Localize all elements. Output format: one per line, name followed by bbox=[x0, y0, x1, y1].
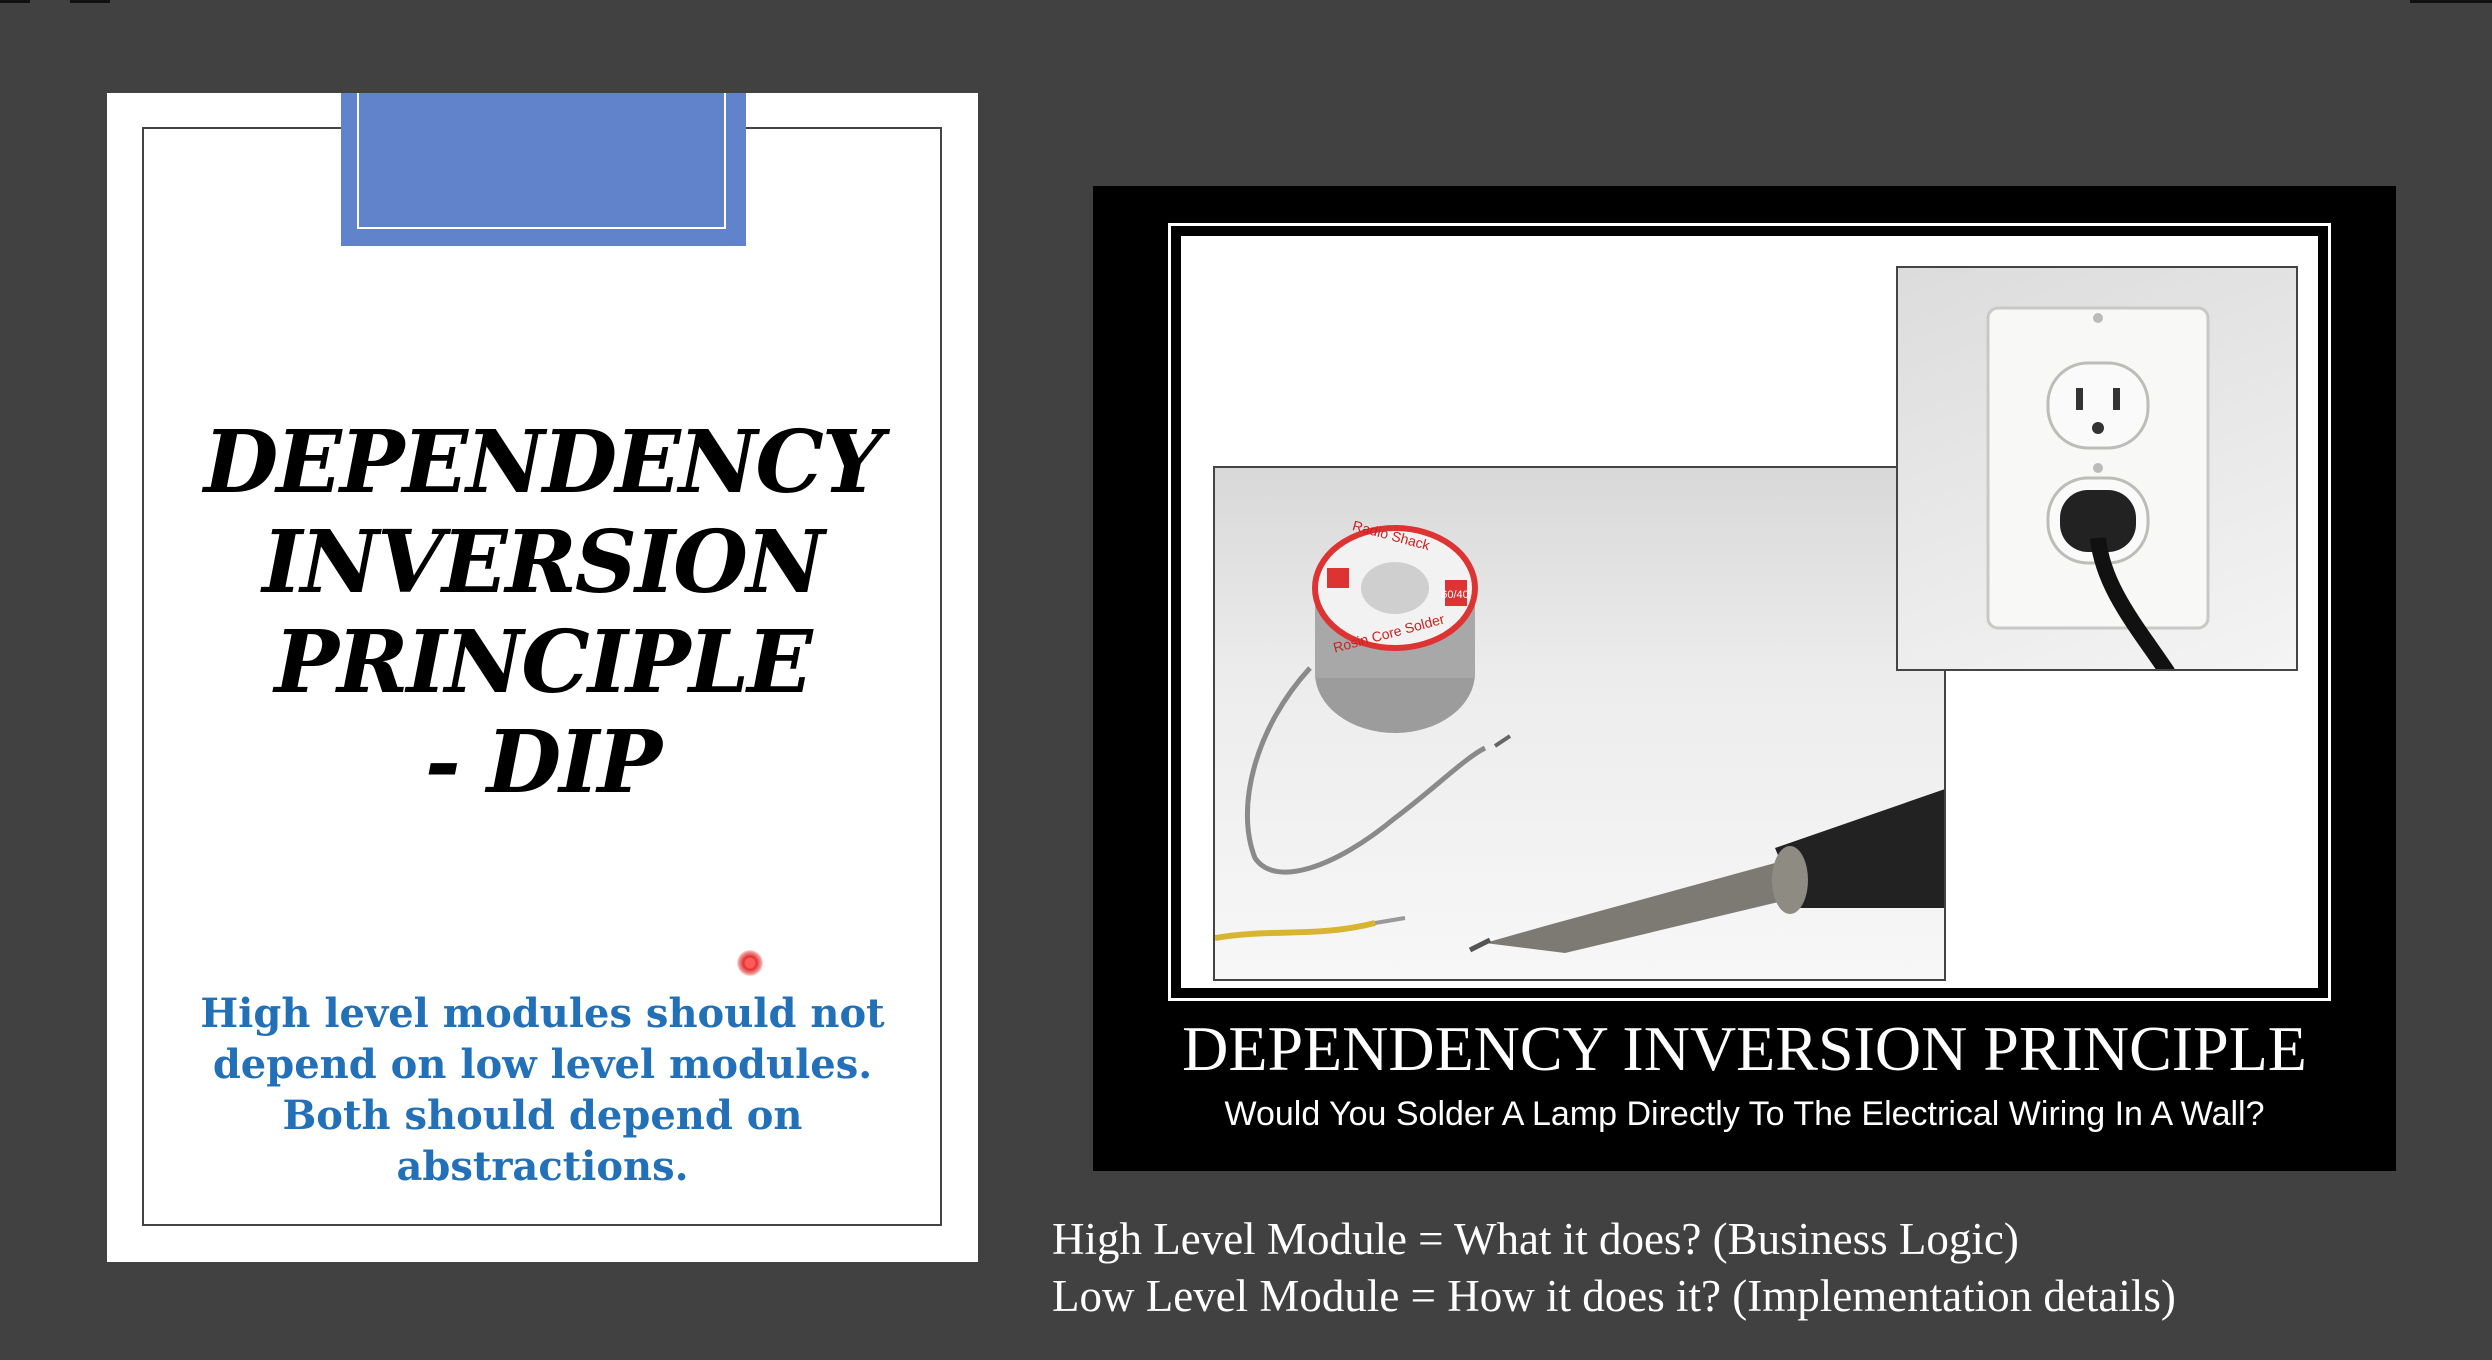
outlet-slot bbox=[2076, 388, 2083, 410]
slide-title-line: INVERSION bbox=[262, 512, 824, 613]
spool-label-red bbox=[1327, 568, 1349, 588]
note-low-level: Low Level Module = How it does it? (Impl… bbox=[1052, 1271, 2176, 1321]
plug-head bbox=[2060, 490, 2136, 552]
poster-frame: Radio Shack Rosin Core Solder 60/40 bbox=[1168, 223, 2331, 1001]
outlet-slot bbox=[2113, 388, 2120, 410]
soldering-iron-handle bbox=[1775, 789, 1944, 908]
solder-photo: Radio Shack Rosin Core Solder 60/40 bbox=[1213, 466, 1946, 981]
window-control-mark bbox=[0, 0, 30, 3]
slide-subtitle-line: High level modules should not bbox=[200, 990, 885, 1037]
yellow-wire bbox=[1215, 920, 1376, 941]
module-notes: High Level Module = What it does? (Busin… bbox=[1052, 1211, 2176, 1325]
slide-title-line: - DIP bbox=[424, 712, 662, 813]
outlet-ground bbox=[2092, 422, 2104, 434]
soldering-iron-collar bbox=[1772, 846, 1808, 914]
spool-ratio-text: 60/40 bbox=[1441, 589, 1469, 601]
outlet-screw bbox=[2093, 463, 2103, 473]
soldering-iron-barrel bbox=[1485, 863, 1795, 953]
outlet-screw bbox=[2093, 313, 2103, 323]
wall-outlet-photo bbox=[1896, 266, 2298, 671]
slide-subtitle: High level modules should not depend on … bbox=[167, 988, 918, 1192]
soldering-iron-tip bbox=[1468, 937, 1492, 953]
plug-cord bbox=[2090, 536, 2175, 669]
solder-wire bbox=[1244, 666, 1487, 875]
slide-subtitle-line: depend on low level modules. bbox=[212, 1041, 873, 1088]
spool-hole bbox=[1361, 562, 1429, 614]
poster-canvas: Radio Shack Rosin Core Solder 60/40 bbox=[1181, 236, 2318, 988]
wire-tip bbox=[1374, 916, 1406, 925]
poster-subtitle: Would You Solder A Lamp Directly To The … bbox=[1224, 1095, 2265, 1133]
slide-title-line: PRINCIPLE bbox=[274, 612, 812, 713]
window-control-mark bbox=[2410, 0, 2492, 3]
wire-end bbox=[1493, 734, 1512, 748]
slide-title: DEPENDENCY INVERSION PRINCIPLE - DIP bbox=[107, 413, 978, 813]
note-high-level: High Level Module = What it does? (Busin… bbox=[1052, 1214, 2019, 1264]
window-control-mark bbox=[70, 0, 110, 3]
title-slide: DEPENDENCY INVERSION PRINCIPLE - DIP Hig… bbox=[107, 93, 978, 1262]
slide-accent-tab bbox=[341, 93, 746, 246]
outlet-socket-top bbox=[2046, 361, 2150, 450]
laser-pointer-dot bbox=[737, 950, 763, 976]
slide-title-line: DEPENDENCY bbox=[203, 412, 884, 513]
dip-poster-image: Radio Shack Rosin Core Solder 60/40 bbox=[1093, 186, 2396, 1171]
slide-subtitle-line: abstractions. bbox=[396, 1143, 689, 1190]
poster-title: DEPENDENCY INVERSION PRINCIPLE bbox=[1182, 1013, 2307, 1084]
solder-illustration: Radio Shack Rosin Core Solder 60/40 bbox=[1215, 517, 1944, 953]
spool-label-red bbox=[1445, 580, 1467, 606]
slide-subtitle-line: Both should depend on bbox=[282, 1092, 803, 1139]
slide-accent-tab-inner bbox=[357, 93, 726, 229]
outlet-illustration bbox=[1986, 306, 2210, 669]
